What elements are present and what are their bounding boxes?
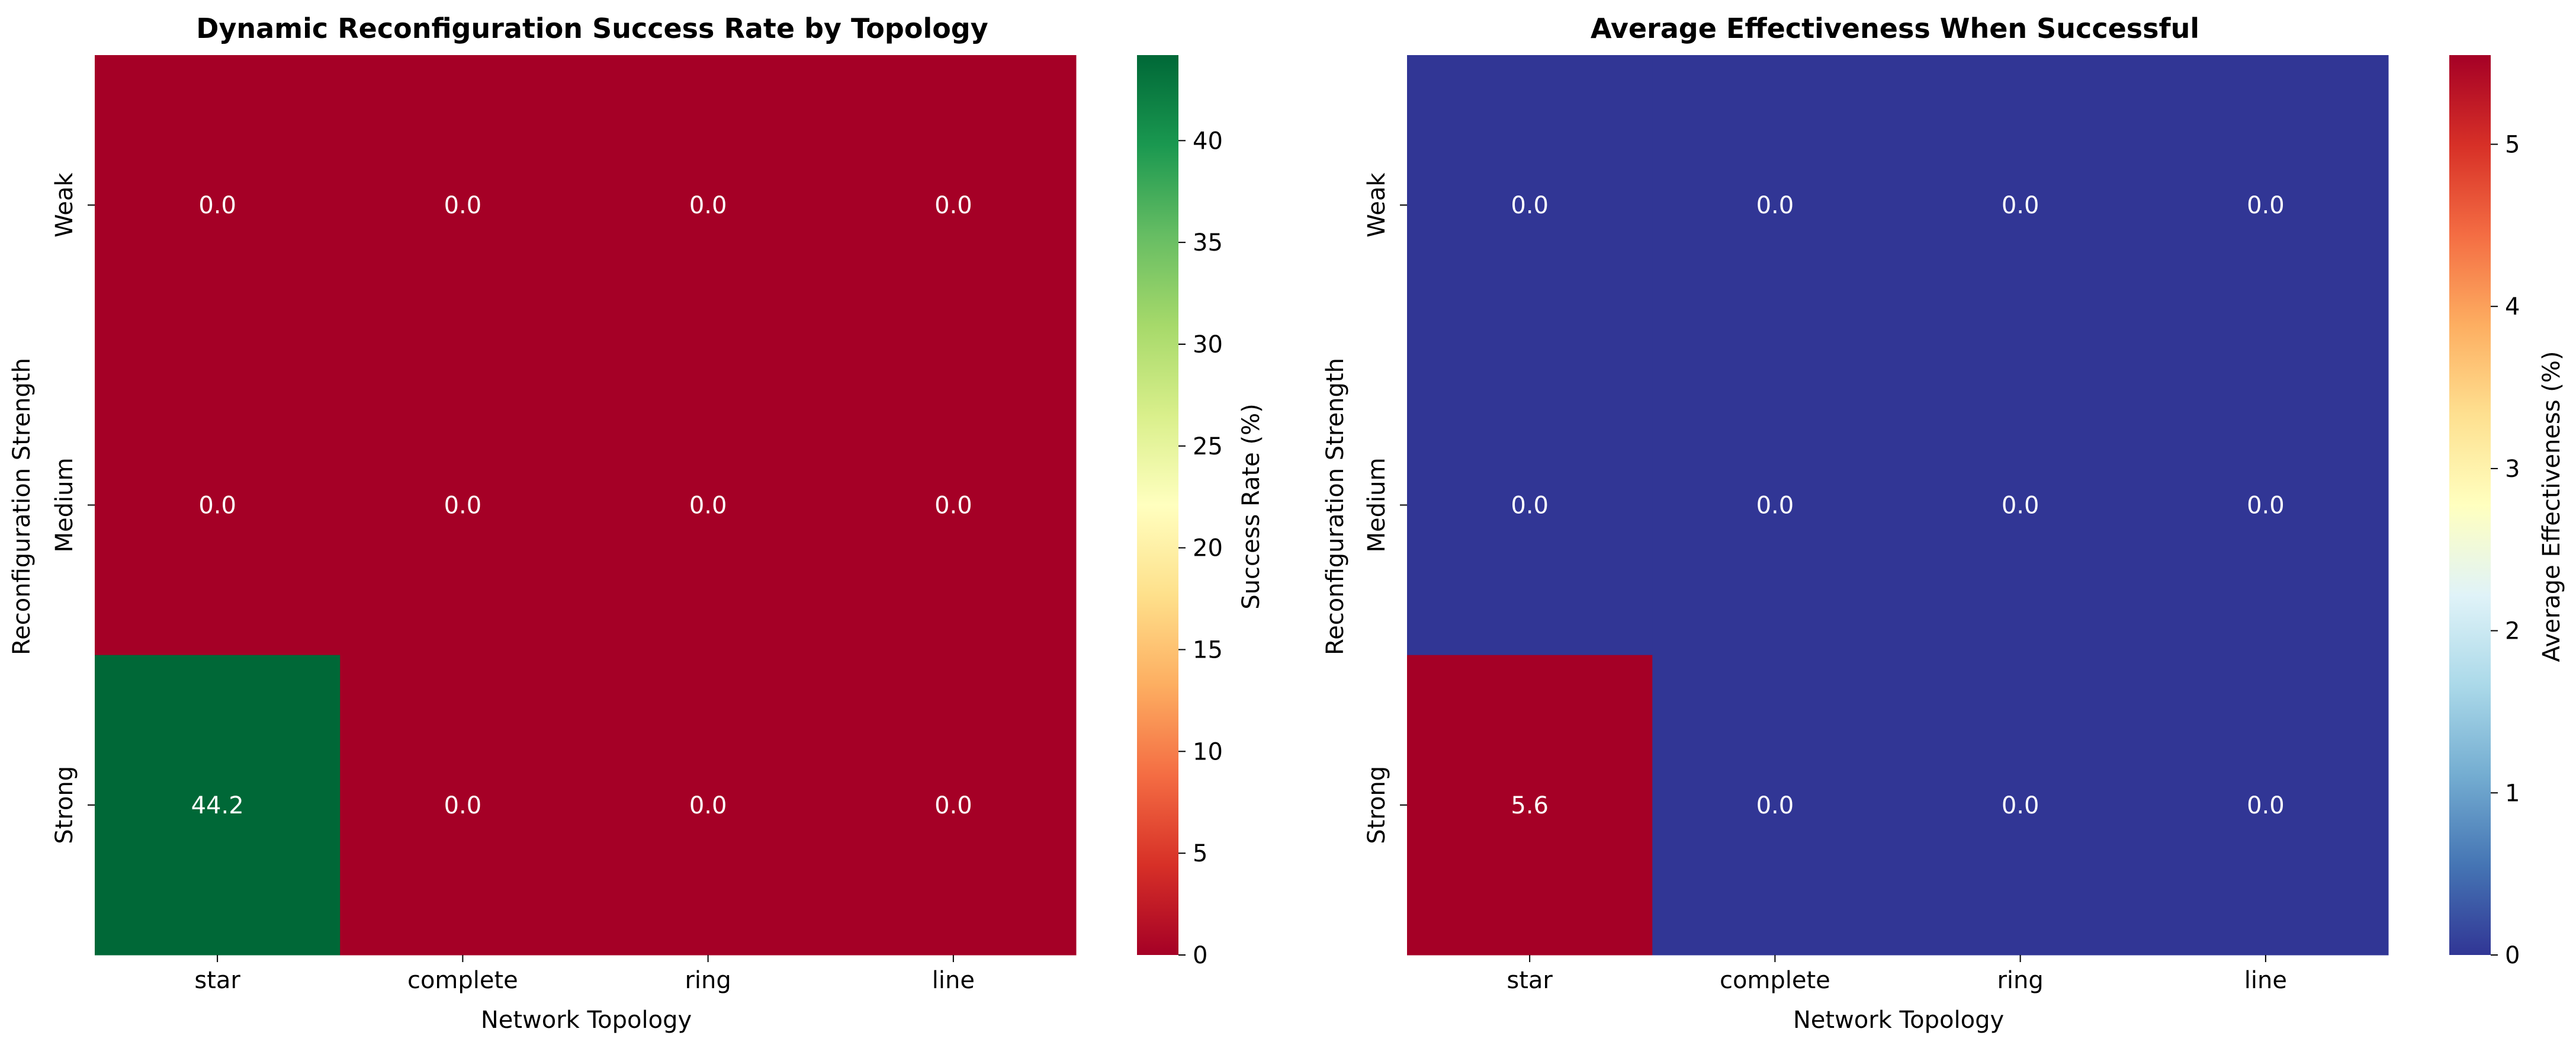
left-colorbar: 0 5 10 15 20 25 30 35 40 xyxy=(1137,55,1223,969)
x-tick-label: ring xyxy=(1997,967,2043,994)
cell-value-label: 0.0 xyxy=(689,192,727,219)
cell-value-label: 0.0 xyxy=(689,492,727,520)
heatmap-cell xyxy=(830,55,1077,355)
colorbar-tick-label: 25 xyxy=(1193,433,1223,460)
colorbar-tick-label: 40 xyxy=(1193,127,1223,155)
heatmap-cell xyxy=(95,655,341,956)
x-tick-label: star xyxy=(194,967,240,994)
cell-value-label: 0.0 xyxy=(1756,192,1794,219)
left-x-axis-label: Network Topology xyxy=(481,1007,692,1034)
colorbar-tick-label: 20 xyxy=(1193,535,1223,562)
cell-value-label: 0.0 xyxy=(934,792,972,819)
cell-value-label: 0.0 xyxy=(2247,192,2285,219)
left-y-axis-label: Reconfiguration Strength xyxy=(8,358,36,655)
y-tick-label: Strong xyxy=(1363,766,1390,844)
colorbar-tick-label: 5 xyxy=(2505,132,2520,159)
right-heatmap-panel: Average Effectiveness When Successful 0.… xyxy=(1322,12,2565,1034)
left-x-axis: star complete ring line xyxy=(194,955,975,994)
heatmap-cell xyxy=(2143,655,2389,956)
cell-value-label: 0.0 xyxy=(934,192,972,219)
right-y-axis-label: Reconfiguration Strength xyxy=(1322,358,1349,655)
y-tick-label: Weak xyxy=(1363,172,1390,238)
heatmap-cell xyxy=(1407,355,1653,656)
heatmap-cell xyxy=(1652,655,1898,956)
colorbar-tick-label: 0 xyxy=(1193,942,1207,969)
cell-value-label: 0.0 xyxy=(1511,492,1549,520)
heatmap-cell xyxy=(340,55,586,355)
heatmap-cell xyxy=(340,655,586,956)
heatmap-cell xyxy=(830,355,1077,656)
x-tick-label: complete xyxy=(1720,967,1830,994)
x-tick-label: line xyxy=(2244,967,2287,994)
heatmap-cell xyxy=(585,355,831,656)
heatmap-cell xyxy=(1897,655,2144,956)
heatmap-cell xyxy=(2143,355,2389,656)
right-x-axis-label: Network Topology xyxy=(1793,1007,2004,1034)
heatmap-cell xyxy=(585,55,831,355)
left-y-axis: Weak Medium Strong xyxy=(51,172,95,844)
cell-value-label: 0.0 xyxy=(689,792,727,819)
colorbar-tick-label: 35 xyxy=(1193,229,1223,257)
colorbar-tick-label: 0 xyxy=(2505,942,2520,969)
cell-value-label: 0.0 xyxy=(444,492,482,520)
colorbar-gradient xyxy=(2449,55,2491,955)
heatmap-cell xyxy=(830,655,1077,956)
y-tick-label: Medium xyxy=(1363,458,1390,553)
colorbar-tick-label: 3 xyxy=(2505,456,2520,483)
colorbar-tick-label: 1 xyxy=(2505,780,2520,807)
heatmap-cell xyxy=(95,55,341,355)
x-tick-label: complete xyxy=(407,967,518,994)
colorbar-tick-label: 4 xyxy=(2505,293,2520,321)
colorbar-gradient xyxy=(1137,55,1178,955)
cell-value-label: 0.0 xyxy=(2002,792,2039,819)
cell-value-label: 44.2 xyxy=(191,792,244,819)
x-tick-label: ring xyxy=(685,967,731,994)
right-y-axis: Weak Medium Strong xyxy=(1363,172,1407,844)
right-x-axis: star complete ring line xyxy=(1507,955,2287,994)
cell-value-label: 0.0 xyxy=(934,492,972,520)
cell-value-label: 0.0 xyxy=(444,192,482,219)
colorbar-tick-label: 2 xyxy=(2505,618,2520,645)
left-colorbar-label: Success Rate (%) xyxy=(1238,403,1265,609)
heatmap-cell xyxy=(1897,355,2144,656)
left-heatmap-cells: 0.0 0.0 0.0 0.0 0.0 0.0 0.0 0.0 44.2 0.0 0.0 0.0 xyxy=(95,55,1077,956)
cell-value-label: 0.0 xyxy=(198,492,236,520)
x-tick-label: star xyxy=(1507,967,1553,994)
heatmap-cell xyxy=(1407,655,1653,956)
y-tick-label: Medium xyxy=(51,458,78,553)
cell-value-label: 0.0 xyxy=(1756,492,1794,520)
cell-value-label: 0.0 xyxy=(2002,192,2039,219)
left-chart-title: Dynamic Reconfiguration Success Rate by … xyxy=(196,12,988,44)
cell-value-label: 0.0 xyxy=(2247,792,2285,819)
heatmap-cell xyxy=(95,355,341,656)
cell-value-label: 0.0 xyxy=(198,192,236,219)
heatmap-cell xyxy=(1897,55,2144,355)
y-tick-label: Weak xyxy=(51,172,78,238)
y-tick-label: Strong xyxy=(51,766,78,844)
heatmap-cell xyxy=(2143,55,2389,355)
heatmap-cell xyxy=(585,655,831,956)
left-heatmap-panel: Dynamic Reconfiguration Success Rate by … xyxy=(8,12,1265,1034)
cell-value-label: 5.6 xyxy=(1511,792,1549,819)
cell-value-label: 0.0 xyxy=(2002,492,2039,520)
x-tick-label: line xyxy=(932,967,975,994)
cell-value-label: 0.0 xyxy=(444,792,482,819)
colorbar-tick-label: 30 xyxy=(1193,331,1223,358)
colorbar-tick-label: 10 xyxy=(1193,738,1223,765)
cell-value-label: 0.0 xyxy=(1511,192,1549,219)
colorbar-tick-label: 15 xyxy=(1193,637,1223,664)
heatmap-cell xyxy=(1407,55,1653,355)
colorbar-tick-label: 5 xyxy=(1193,840,1207,867)
right-colorbar: 0 1 2 3 4 5 xyxy=(2449,55,2520,969)
right-colorbar-label: Average Effectiveness (%) xyxy=(2538,351,2565,662)
right-heatmap-cells: 0.0 0.0 0.0 0.0 0.0 0.0 0.0 0.0 5.6 0.0 0.0 0.0 xyxy=(1407,55,2389,956)
heatmap-cell xyxy=(1652,355,1898,656)
cell-value-label: 0.0 xyxy=(2247,492,2285,520)
heatmap-cell xyxy=(1652,55,1898,355)
right-chart-title: Average Effectiveness When Successful xyxy=(1591,12,2199,44)
cell-value-label: 0.0 xyxy=(1756,792,1794,819)
heatmap-cell xyxy=(340,355,586,656)
